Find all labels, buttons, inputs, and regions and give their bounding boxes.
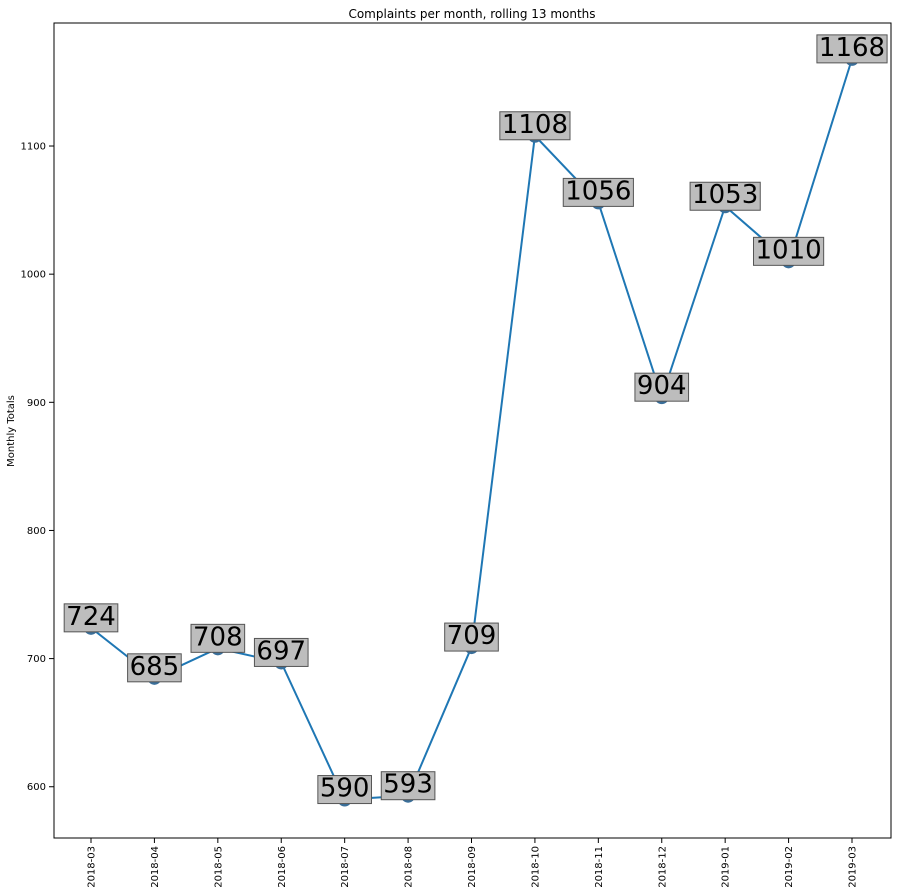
data-label-box: [253, 637, 309, 667]
x-tick-label: 2018-09: [467, 846, 478, 888]
x-tick-label: 2018-04: [150, 846, 161, 888]
data-label: 1108: [502, 110, 568, 140]
data-label: 709: [447, 621, 497, 651]
y-tick-label: 1100: [21, 142, 46, 153]
data-label: 1056: [565, 176, 631, 206]
data-label: 685: [130, 652, 180, 682]
data-label: 1053: [692, 180, 758, 210]
x-tick-label: 2018-06: [277, 846, 288, 888]
data-labels: 724 685 708 697 590 593 709 1108 1056 904 1053 1010…: [63, 33, 888, 805]
x-tick-label: 2018-05: [213, 846, 224, 888]
data-label: 593: [383, 770, 433, 800]
x-tick-label: 2018-10: [530, 846, 541, 888]
x-tick-label: 2018-03: [87, 846, 98, 888]
data-label-box: [752, 236, 825, 266]
data-label: 590: [320, 774, 370, 804]
data-label: 1168: [819, 33, 885, 63]
data-label-box: [634, 372, 690, 402]
y-tick-label: 900: [27, 398, 46, 409]
data-label: 1010: [755, 235, 821, 265]
data-label: 904: [637, 371, 687, 401]
data-label: 724: [66, 602, 116, 632]
y-axis-label: Monthly Totals: [6, 395, 17, 467]
data-label-box: [689, 181, 761, 211]
plot-area-frame: [53, 22, 892, 839]
data-label-box: [190, 623, 246, 653]
x-tick-label: 2018-07: [340, 846, 351, 888]
data-label-box: [816, 34, 888, 64]
y-axis: 600 700 800 900 1000 1100: [21, 142, 54, 793]
data-label-box: [127, 653, 182, 683]
x-tick-label: 2018-12: [657, 846, 668, 888]
data-label: 708: [193, 622, 243, 652]
y-tick-label: 1000: [21, 270, 46, 281]
x-tick-label: 2018-11: [594, 846, 605, 888]
data-label-box: [380, 771, 436, 801]
data-label-box: [444, 622, 499, 652]
y-tick-label: 600: [27, 782, 46, 793]
x-axis: 2018-03 2018-04 2018-05 2018-06 2018-07 2018-…: [87, 838, 859, 888]
x-tick-label: 2019-03: [848, 846, 859, 888]
data-label: 697: [256, 636, 306, 666]
data-label-box: [499, 111, 571, 141]
data-label-box: [317, 775, 372, 805]
x-tick-label: 2019-01: [721, 846, 732, 888]
chart-title: Complaints per month, rolling 13 months: [348, 7, 595, 21]
x-tick-label: 2018-08: [404, 846, 415, 888]
data-label-box: [63, 603, 119, 633]
y-tick-label: 700: [27, 654, 46, 665]
y-tick-label: 800: [27, 526, 46, 537]
data-label-box: [562, 177, 634, 207]
x-tick-label: 2019-02: [784, 846, 795, 888]
